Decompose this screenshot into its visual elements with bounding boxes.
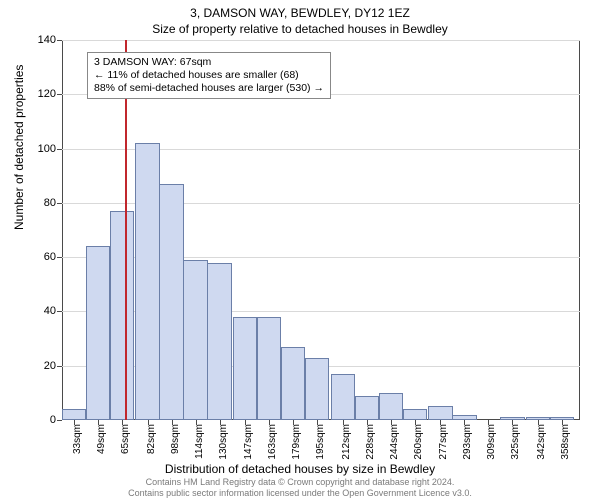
x-tick-label: 65sqm	[120, 424, 131, 454]
x-tick-label: 342sqm	[536, 424, 547, 460]
x-tick-label: 114sqm	[194, 424, 205, 459]
footer-line-1: Contains HM Land Registry data © Crown c…	[0, 477, 600, 487]
histogram-bar	[331, 374, 355, 420]
y-tick-label: 40	[44, 305, 62, 317]
annotation-box: 3 DAMSON WAY: 67sqm← 11% of detached hou…	[87, 52, 331, 99]
histogram-bar	[526, 417, 550, 420]
x-tick-label: 212sqm	[341, 424, 352, 460]
histogram-bar	[207, 263, 231, 420]
histogram-bar	[379, 393, 403, 420]
histogram-bar	[355, 396, 379, 420]
x-tick-label: 33sqm	[72, 424, 83, 454]
histogram-bar	[110, 211, 134, 420]
y-tick-label: 0	[50, 414, 62, 426]
histogram-bar	[428, 406, 452, 420]
annotation-line: 3 DAMSON WAY: 67sqm	[94, 56, 324, 69]
x-tick-label: 195sqm	[315, 424, 326, 460]
y-tick-label: 120	[38, 88, 62, 100]
annotation-line: 88% of semi-detached houses are larger (…	[94, 82, 324, 95]
histogram-bar	[86, 246, 110, 420]
histogram-bar	[183, 260, 207, 420]
chart-container: 3, DAMSON WAY, BEWDLEY, DY12 1EZ Size of…	[0, 0, 600, 500]
x-tick-label: 244sqm	[389, 424, 400, 460]
x-tick-label: 147sqm	[243, 424, 254, 460]
histogram-bar	[62, 409, 86, 420]
plot-area: 02040608010012014033sqm49sqm65sqm82sqm98…	[62, 40, 580, 420]
histogram-bar	[135, 143, 159, 420]
y-tick-label: 20	[44, 360, 62, 372]
x-tick-label: 358sqm	[560, 424, 571, 460]
histogram-bar	[305, 358, 329, 420]
chart-title-main: 3, DAMSON WAY, BEWDLEY, DY12 1EZ	[0, 0, 600, 20]
x-tick-label: 228sqm	[365, 424, 376, 460]
grid-line	[62, 40, 580, 41]
x-tick-label: 82sqm	[146, 424, 157, 454]
x-tick-label: 260sqm	[413, 424, 424, 460]
y-tick-label: 100	[38, 143, 62, 155]
x-tick-label: 293sqm	[462, 424, 473, 460]
x-tick-label: 163sqm	[267, 424, 278, 460]
x-tick-label: 325sqm	[510, 424, 521, 460]
x-tick-label: 130sqm	[218, 424, 229, 460]
annotation-line: ← 11% of detached houses are smaller (68…	[94, 69, 324, 82]
y-tick-label: 80	[44, 197, 62, 209]
y-axis-label: Number of detached properties	[12, 65, 26, 230]
histogram-bar	[159, 184, 183, 420]
x-tick-label: 309sqm	[486, 424, 497, 460]
x-tick-label: 98sqm	[170, 424, 181, 454]
histogram-bar	[403, 409, 427, 420]
x-tick-label: 179sqm	[291, 424, 302, 460]
histogram-bar	[452, 415, 476, 420]
y-tick-label: 140	[38, 34, 62, 46]
chart-title-sub: Size of property relative to detached ho…	[0, 20, 600, 36]
footer-line-2: Contains public sector information licen…	[0, 488, 600, 498]
x-tick-label: 49sqm	[96, 424, 107, 454]
histogram-bar	[550, 417, 574, 420]
histogram-bar	[500, 417, 524, 420]
histogram-bar	[281, 347, 305, 420]
histogram-bar	[257, 317, 281, 420]
chart-footer: Contains HM Land Registry data © Crown c…	[0, 477, 600, 498]
x-tick-label: 277sqm	[438, 424, 449, 460]
histogram-bar	[233, 317, 257, 420]
x-axis-label: Distribution of detached houses by size …	[0, 462, 600, 476]
y-tick-label: 60	[44, 251, 62, 263]
